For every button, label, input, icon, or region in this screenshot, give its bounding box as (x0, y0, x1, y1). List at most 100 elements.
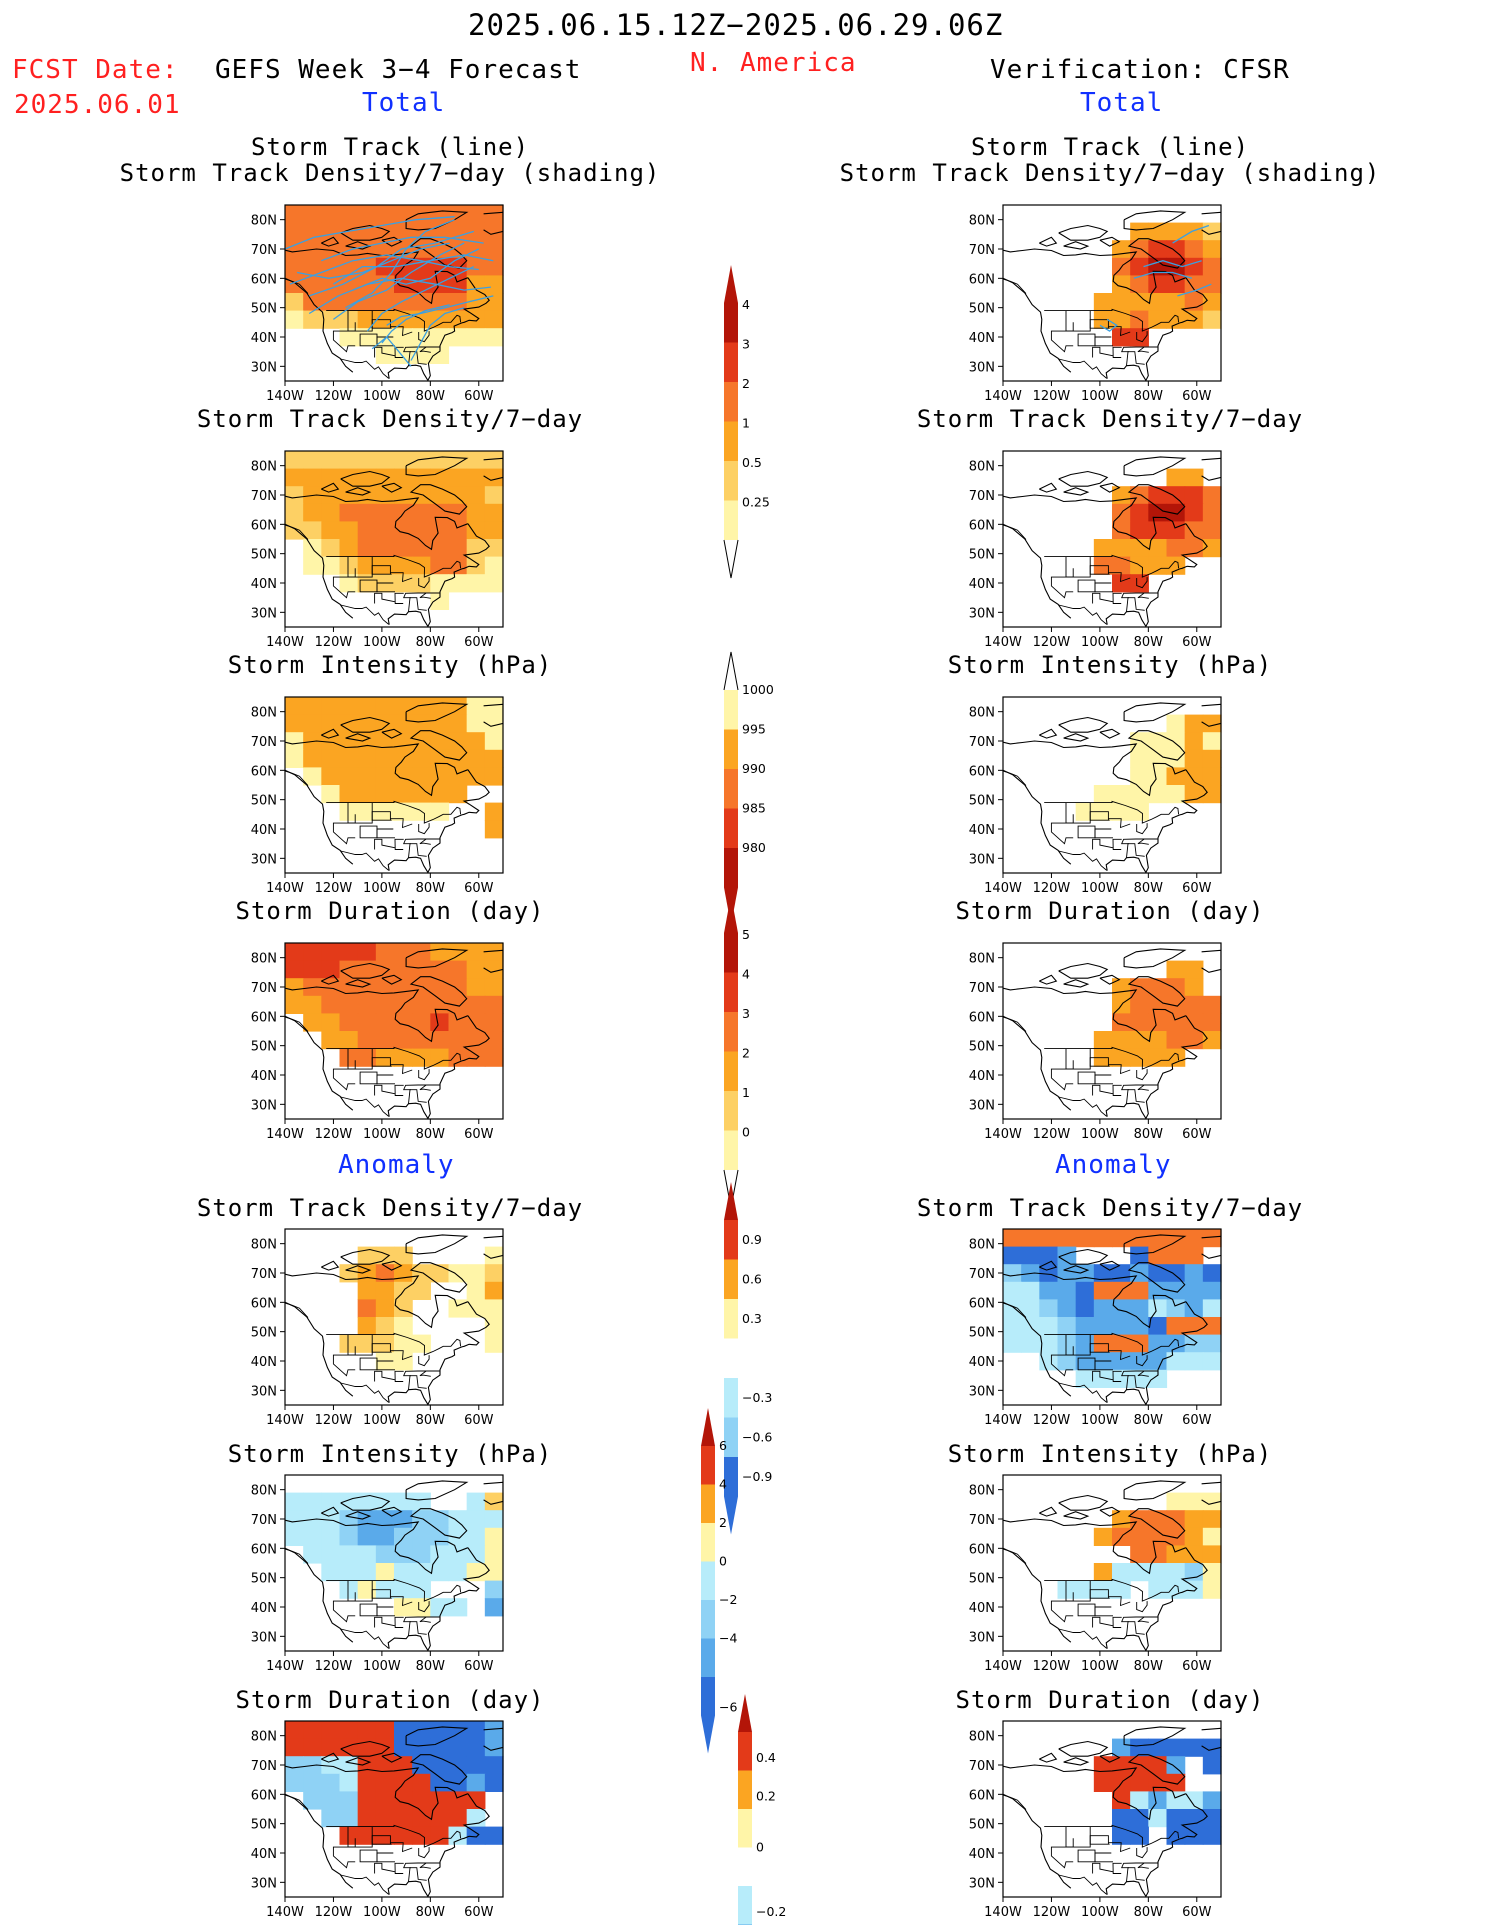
shading-cell (1148, 1580, 1168, 1599)
shading-cell (1112, 275, 1131, 294)
panel-title-7l: Storm Duration (day) (235, 1686, 545, 1714)
shading-cell (448, 1826, 468, 1845)
lon-tick-label: 140W (984, 1413, 1022, 1428)
state-border (371, 811, 392, 821)
coastline (285, 769, 354, 865)
lon-tick-label: 60W (1182, 635, 1212, 650)
coastline (1099, 974, 1121, 985)
shading-cell (1112, 310, 1131, 329)
shading-cell (412, 1281, 431, 1300)
state-border (1003, 770, 1027, 786)
colorbar-top-arrow (724, 895, 738, 933)
coastline (340, 1248, 391, 1265)
state-border (1112, 1862, 1122, 1874)
shading-cell (430, 943, 450, 962)
colorbar-segment (724, 1012, 738, 1052)
shading-cell (466, 328, 486, 347)
shading-cell (1202, 1738, 1222, 1757)
shading-cell (375, 345, 395, 364)
coastline (387, 277, 490, 381)
shading-cell (394, 802, 413, 821)
storm-track-line (366, 266, 475, 332)
shading-cell (375, 293, 395, 312)
colorbar-segment (724, 421, 738, 461)
shading-cell (321, 1791, 341, 1810)
state-border (1044, 554, 1180, 578)
colorbar-bottom-arrow (701, 1715, 715, 1754)
lon-tick-label: 60W (1182, 389, 1212, 404)
colorbar-segment (738, 1847, 752, 1886)
shading-cell (285, 960, 304, 979)
shading-cell (412, 1013, 431, 1032)
shading-cell (1148, 1229, 1168, 1248)
shading-cell (430, 1756, 450, 1775)
coastline (381, 1260, 403, 1271)
state-border (376, 582, 395, 593)
state-border (1092, 346, 1114, 358)
lat-tick-label: 80N (251, 1238, 277, 1253)
colorbar-segment (724, 1338, 738, 1378)
shading-cell (1112, 1264, 1131, 1283)
lon-tick-label: 100W (363, 881, 401, 896)
shading-cell (448, 1809, 468, 1828)
shading-cell (466, 1738, 486, 1757)
lat-tick-label: 80N (969, 706, 995, 721)
shading-cell (1202, 1299, 1222, 1318)
map-panel-c7: 80N 70N 60N 50N 40N 30N 140W 120W 100W 80W 60W (969, 1720, 1222, 1920)
shading-cell (1148, 240, 1168, 259)
map-panel-g7: 80N 70N 60N 50N 40N 30N 140W 120W 100W 80W 60W (251, 1720, 504, 1920)
state-border (390, 1064, 413, 1075)
shading-cell (375, 1492, 395, 1511)
map-panel-c5: 80N 70N 60N 50N 40N 30N 140W 120W 100W 80W 60W (969, 1228, 1222, 1428)
shading-cell (303, 468, 322, 487)
shading-cell (466, 1299, 486, 1318)
shading-cell (375, 539, 395, 558)
shading-cell (412, 1545, 431, 1564)
state-border (1092, 1616, 1114, 1628)
shading-cell (285, 995, 304, 1014)
lat-tick-label: 60N (251, 1010, 277, 1025)
shading-cell (1112, 1826, 1131, 1845)
shading-cell (321, 293, 341, 312)
shading-cell (339, 275, 359, 294)
shading-cell (1039, 1299, 1059, 1318)
shading-cell (466, 257, 486, 276)
coastline (1127, 1262, 1186, 1293)
coastline (1039, 974, 1058, 985)
shading-cell (484, 293, 504, 312)
map-frame (1002, 204, 1222, 382)
lat-tick-label: 50N (251, 794, 277, 809)
shading-cell (375, 205, 395, 224)
shading-cell (448, 556, 468, 575)
shading-cell (1112, 556, 1131, 575)
shading-cell (285, 293, 304, 312)
state-border (359, 1603, 378, 1617)
coastline (1127, 976, 1186, 1007)
colorbar-label: 0.3 (742, 1311, 762, 1326)
shading-cell (375, 1545, 395, 1564)
shading-cell (1202, 1527, 1222, 1546)
colorbar-label: 1 (742, 1085, 750, 1100)
shading-cell (1166, 1563, 1186, 1582)
shading-cell (448, 1264, 468, 1283)
state-border (1112, 346, 1122, 358)
lon-tick-label: 140W (984, 389, 1022, 404)
shading-cell (1148, 978, 1168, 997)
shading-cell (357, 943, 377, 962)
shading-cell (303, 503, 322, 522)
shading-cell (339, 1264, 359, 1283)
shading-cell (1184, 1545, 1204, 1564)
shading-cell (1202, 1826, 1222, 1845)
shading-cell (1130, 995, 1149, 1014)
state-border (285, 524, 309, 540)
state-border (374, 592, 396, 604)
colorbar-label: 0.5 (742, 455, 762, 470)
colorbar-bottom-arrow (723, 539, 739, 579)
shading-cell (1166, 521, 1186, 540)
state-border (1089, 1835, 1110, 1845)
shading-cell (1148, 1369, 1168, 1388)
shading-cell (430, 1264, 450, 1283)
shading-cell (430, 205, 450, 224)
lon-tick-label: 140W (984, 1905, 1022, 1920)
shading-cell (1166, 1352, 1186, 1371)
